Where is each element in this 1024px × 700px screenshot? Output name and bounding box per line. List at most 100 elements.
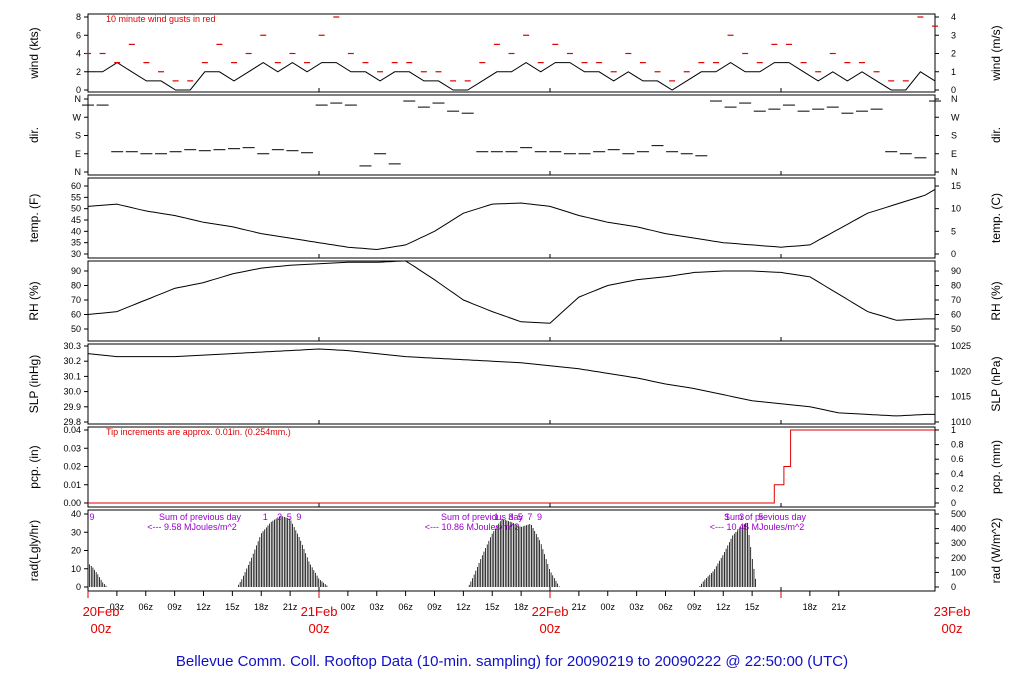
temp-line (87, 188, 936, 251)
y-tick-label-right: 10 (951, 204, 961, 214)
y-tick-label-left: 30.1 (63, 371, 81, 381)
wind-speed-line (88, 62, 936, 91)
y-tick-label-left: 30.2 (63, 356, 81, 366)
uv-index-mark: 5 (287, 512, 292, 522)
panel-rh: 50 60 70 80 90 50 60 70 80 90 RH (%) RH (%) (27, 260, 1003, 342)
y-tick-label-right: W (951, 112, 960, 122)
y-tick-label-left: 0 (76, 582, 81, 592)
y-axis-label: RH (%) (27, 281, 41, 320)
x-tick-label: 12z (196, 602, 211, 612)
panel-slp: 29.8 29.9 30.0 30.1 30.2 30.3 1010 1015 1020 1025… (27, 341, 1003, 427)
y-tick-label-left: 20 (71, 546, 81, 556)
y-tick-label-left: 35 (71, 238, 81, 248)
date-z-label: 00z (91, 621, 112, 636)
y-axis-label-right: wind (m/s) (989, 25, 1003, 81)
y-tick-label-left: 60 (71, 310, 81, 320)
x-tick-label: 18z (514, 602, 529, 612)
x-tick-label: 18z (803, 602, 818, 612)
y-tick-label-right: 100 (951, 567, 966, 577)
y-tick-label-left: 29.9 (63, 402, 81, 412)
y-tick-label-left: 0.03 (63, 443, 81, 453)
y-axis-label-right: temp. (C) (989, 193, 1003, 243)
panel-frame (87, 343, 936, 425)
y-tick-label-right: 0.8 (951, 440, 964, 450)
x-tick-label: 15z (225, 602, 240, 612)
y-axis-label-right: rad (W/m^2) (989, 518, 1003, 584)
y-tick-label-right: 300 (951, 538, 966, 548)
uv-index-mark: 5 (758, 512, 763, 522)
panel-pcp: 0.00 0.01 0.02 0.03 0.04 0 0.2 0.4 0.6 0.8 1 pcp. (… (27, 425, 1003, 508)
y-axis-label: pcp. (in) (27, 445, 41, 488)
y-tick-label-right: N (951, 167, 958, 177)
panel-frame (87, 426, 936, 508)
gust-annotation: 10 minute wind gusts in red (106, 14, 216, 24)
x-tick-label: 00z (600, 602, 615, 612)
radiation-sum-value: <--- 10.86 MJoules/m^2 (425, 522, 520, 532)
y-axis-label: wind (kts) (27, 27, 41, 79)
x-tick-label: 09z (427, 602, 442, 612)
y-tick-label-left: E (75, 149, 81, 159)
chart-title: Bellevue Comm. Coll. Rooftop Data (10-mi… (176, 653, 848, 670)
y-axis-label-right: dir. (989, 127, 1003, 143)
y-tick-label-right: 2 (951, 49, 956, 59)
uv-index-mark: 1 (263, 512, 268, 522)
uv-index-mark: 3 (739, 512, 744, 522)
panel-wind: 0 2 4 6 8 0 1 2 3 4 wind (kts) wind (m/s) 10 minute … (27, 12, 1003, 95)
x-tick-label: 21z (831, 602, 846, 612)
y-tick-label-right: 0.2 (951, 483, 964, 493)
y-tick-label-left: 29.8 (63, 417, 81, 427)
y-tick-label-right: 1010 (951, 417, 971, 427)
x-tick-label: 06z (658, 602, 673, 612)
y-tick-label-right: 1 (951, 67, 956, 77)
y-tick-label-right: E (951, 149, 957, 159)
uv-index-mark: 9 (296, 512, 301, 522)
y-tick-label-right: 0.4 (951, 469, 964, 479)
date-label: 21Feb (301, 604, 338, 619)
x-tick-label: 03z (629, 602, 644, 612)
y-tick-label-left: 0.04 (63, 425, 81, 435)
y-tick-label-left: 8 (76, 12, 81, 22)
x-tick-label: 15z (485, 602, 500, 612)
radiation-sum-value: <--- 10.45 MJoules/m^2 (710, 522, 805, 532)
y-tick-label-left: 30.0 (63, 387, 81, 397)
y-tick-label-left: 4 (76, 49, 81, 59)
y-tick-label-right: 70 (951, 295, 961, 305)
panel-frame (87, 94, 936, 176)
y-tick-label-right: 80 (951, 281, 961, 291)
x-tick-label: 03z (110, 602, 125, 612)
y-axis-label: SLP (inHg) (27, 355, 41, 413)
y-tick-label-left: W (73, 112, 82, 122)
y-tick-label-left: N (75, 94, 82, 104)
y-tick-label-right: 0 (951, 582, 956, 592)
y-tick-label-left: 6 (76, 30, 81, 40)
radiation-sum-value: <--- 9.58 MJoules/m^2 (147, 522, 237, 532)
precip-line (88, 429, 935, 504)
x-tick-label: 21z (572, 602, 587, 612)
y-tick-label-left: 2 (76, 67, 81, 77)
x-tick-label: 21z (283, 602, 298, 612)
y-tick-label-left: 30.3 (63, 341, 81, 351)
radiation-sum-label: Sum of previous day (724, 512, 807, 522)
precip-annotation: Tip increments are approx. 0.01in. (0.25… (106, 427, 291, 437)
slp-line (87, 348, 935, 417)
y-tick-label-right: S (951, 131, 957, 141)
y-tick-label-left: 0.02 (63, 462, 81, 472)
x-tick-label: 03z (369, 602, 384, 612)
date-label: 20Feb (83, 604, 120, 619)
y-tick-label-right: 0.6 (951, 454, 964, 464)
y-tick-label-right: 90 (951, 266, 961, 276)
time-axis: 03z 06z 09z 12z 15z 18z 21z 00z 03z 06z 09z 12z 15z 1… (83, 591, 970, 636)
date-z-label: 00z (942, 621, 963, 636)
y-tick-label-left: 50 (71, 204, 81, 214)
y-tick-label-right: 5 (951, 226, 956, 236)
y-tick-label-left: 10 (71, 564, 81, 574)
y-tick-label-left: 80 (71, 281, 81, 291)
uv-index-mark: 7 (527, 512, 532, 522)
y-tick-label-left: 45 (71, 215, 81, 225)
y-tick-label-left: 55 (71, 192, 81, 202)
y-tick-label-right: 0 (951, 498, 956, 508)
y-tick-label-right: 200 (951, 553, 966, 563)
